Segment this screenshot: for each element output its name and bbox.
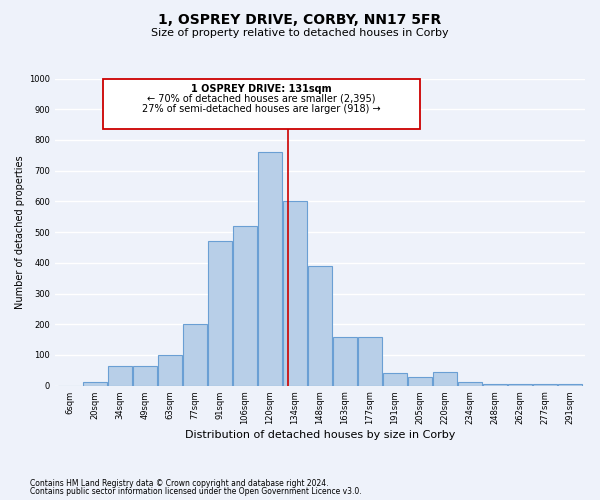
Bar (533, 384, 557, 386)
Bar (483, 384, 507, 386)
Bar (183, 324, 207, 386)
Text: 27% of semi-detached houses are larger (918) →: 27% of semi-detached houses are larger (… (142, 104, 380, 114)
Bar (158, 355, 182, 386)
Bar (358, 336, 382, 386)
FancyBboxPatch shape (103, 78, 420, 129)
Bar (333, 336, 357, 386)
Bar (458, 382, 482, 386)
Bar (508, 384, 532, 386)
Bar (308, 266, 332, 386)
Bar (108, 366, 132, 386)
X-axis label: Distribution of detached houses by size in Corby: Distribution of detached houses by size … (185, 430, 455, 440)
Text: Contains public sector information licensed under the Open Government Licence v3: Contains public sector information licen… (30, 487, 362, 496)
Bar (433, 372, 457, 386)
Bar (258, 152, 282, 386)
Bar (408, 377, 432, 386)
Bar (283, 202, 307, 386)
Y-axis label: Number of detached properties: Number of detached properties (15, 156, 25, 309)
Text: Contains HM Land Registry data © Crown copyright and database right 2024.: Contains HM Land Registry data © Crown c… (30, 478, 329, 488)
Bar (83, 382, 107, 386)
Text: 1, OSPREY DRIVE, CORBY, NN17 5FR: 1, OSPREY DRIVE, CORBY, NN17 5FR (158, 12, 442, 26)
Bar (208, 242, 232, 386)
Text: 1 OSPREY DRIVE: 131sqm: 1 OSPREY DRIVE: 131sqm (191, 84, 332, 94)
Bar (133, 366, 157, 386)
Bar (383, 374, 407, 386)
Text: ← 70% of detached houses are smaller (2,395): ← 70% of detached houses are smaller (2,… (147, 94, 376, 104)
Text: Size of property relative to detached houses in Corby: Size of property relative to detached ho… (151, 28, 449, 38)
Bar (233, 226, 257, 386)
Bar (558, 384, 582, 386)
